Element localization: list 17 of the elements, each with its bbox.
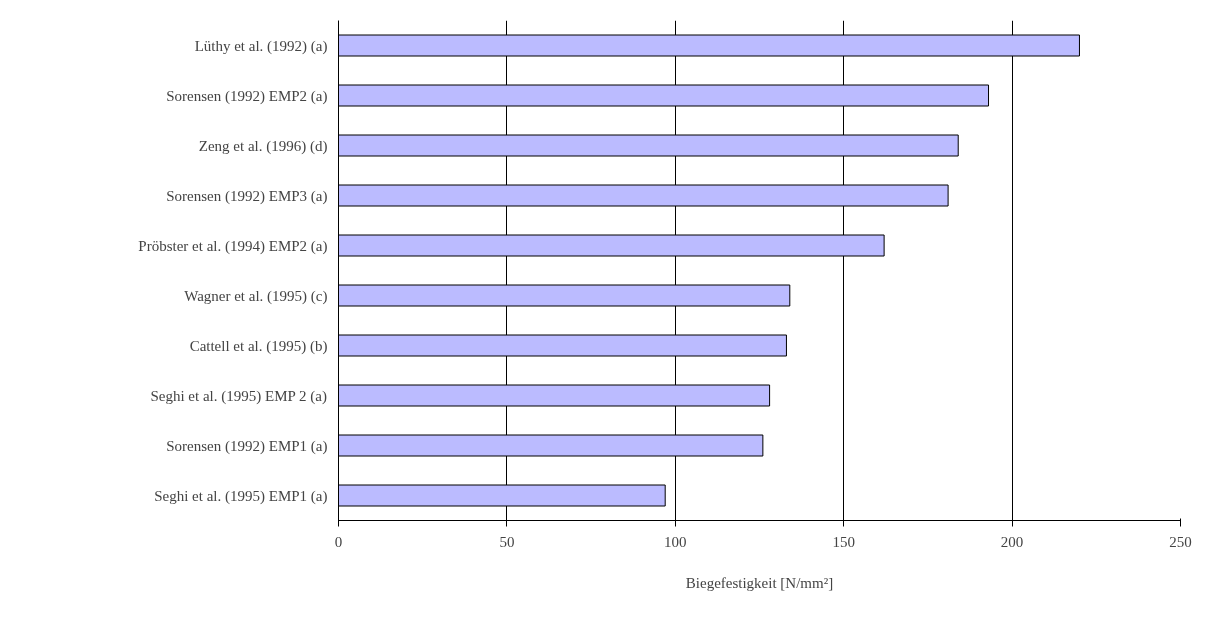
x-tick-label: 0: [334, 533, 343, 550]
x-tick-label: 200: [1000, 533, 1024, 550]
x-tick-label: 250: [1169, 533, 1192, 550]
y-tick-label: Seghi et al. (1995) EMP1 (a): [154, 487, 328, 505]
y-tick-label: Pröbster et al. (1994) EMP2 (a): [138, 237, 328, 255]
y-tick-label: Lüthy et al. (1992) (a): [194, 37, 328, 55]
y-tick-label: Zeng et al. (1996) (d): [198, 137, 328, 155]
y-tick-label: Wagner et al. (1995) (c): [184, 287, 328, 305]
x-tick-label: 150: [832, 533, 855, 550]
x-axis-title: Biegefestigkeit [N/mm²]: [685, 574, 834, 591]
y-tick-label: Seghi et al. (1995) EMP 2 (a): [150, 387, 327, 405]
x-tick-label: 100: [664, 533, 687, 550]
y-tick-label: Sorensen (1992) EMP2 (a): [166, 87, 328, 105]
x-tick-label: 50: [499, 533, 515, 550]
y-tick-label: Sorensen (1992) EMP3 (a): [166, 187, 328, 205]
y-tick-label: Cattell et al. (1995) (b): [189, 337, 328, 355]
y-tick-label: Sorensen (1992) EMP1 (a): [166, 437, 328, 455]
